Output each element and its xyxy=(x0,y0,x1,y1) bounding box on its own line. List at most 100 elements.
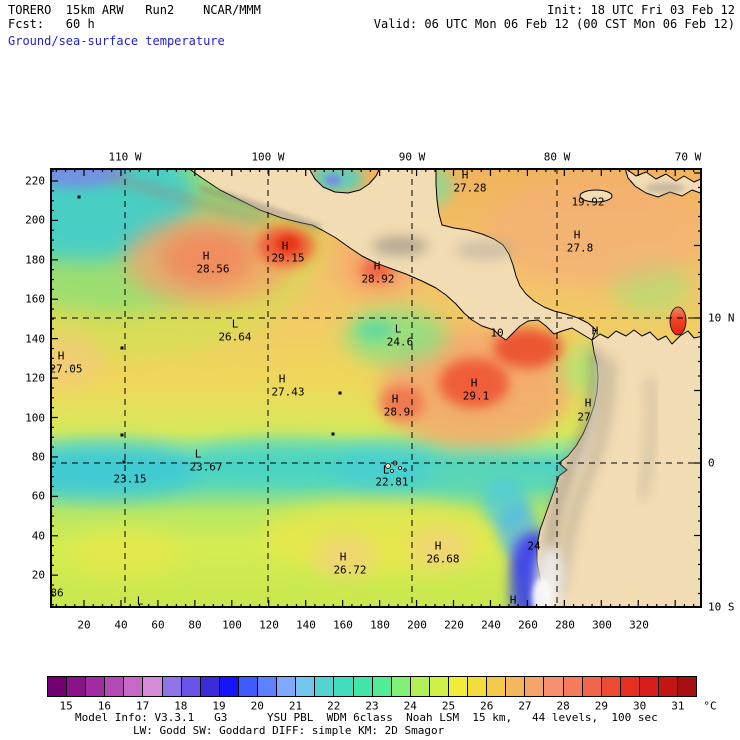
extremum-symbol: H xyxy=(278,372,286,386)
extremum-symbol: L xyxy=(231,317,239,331)
colorbar-tick-label: 29 xyxy=(594,699,609,713)
extremum-value: 28.92 xyxy=(361,272,395,286)
colorbar-tick-label: 19 xyxy=(212,699,226,713)
station-dot xyxy=(120,346,124,350)
extremum-value: 27.8 xyxy=(566,241,594,255)
colorbar-cell xyxy=(162,677,182,696)
bottom-axis-label: 80 xyxy=(188,618,202,632)
extremum-value: 27.28 xyxy=(453,181,487,195)
bottom-axis-label: 220 xyxy=(444,618,464,632)
extremum-symbol: L xyxy=(136,594,144,608)
colorbar-cell xyxy=(639,677,659,696)
right-axis-label: 10 N xyxy=(708,311,735,325)
extremum-value: 23.15 xyxy=(113,472,147,486)
map-border xyxy=(50,168,702,608)
colorbar-cell xyxy=(582,677,602,696)
colorbar-cell xyxy=(181,677,201,696)
colorbar-tick-label: 27 xyxy=(518,699,532,713)
extremum-symbol: H xyxy=(202,249,210,263)
colorbar-tick-label: 21 xyxy=(288,699,303,713)
colorbar-cell xyxy=(200,677,220,696)
colorbar-cell xyxy=(315,677,335,696)
colorbar-cell xyxy=(620,677,640,696)
colorbar-cell xyxy=(296,677,316,696)
bottom-axis-label: 240 xyxy=(481,618,501,632)
bottom-axis-label: 60 xyxy=(151,618,165,632)
colorbar-cell xyxy=(238,677,259,696)
extremum-symbol: H xyxy=(391,392,399,406)
extremum-value: 27.05 xyxy=(49,362,83,376)
colorbar-cell xyxy=(448,677,469,696)
extremum-symbol: H xyxy=(509,593,517,607)
colorbar-cell xyxy=(277,677,297,696)
colorbar-cell xyxy=(353,677,373,696)
extremum-symbol: H xyxy=(573,228,581,242)
forecast-hour: Fcst: 60 h xyxy=(8,17,95,31)
colorbar-tick-label: 28 xyxy=(556,699,570,713)
extremum-value: 28.56 xyxy=(196,262,230,276)
left-axis-label: 100 xyxy=(25,411,45,425)
colorbar-cell xyxy=(429,677,449,696)
bottom-axis-label: 20 xyxy=(77,618,91,632)
extremum-value: 19.92 xyxy=(571,195,605,209)
colorbar-cell xyxy=(258,677,278,696)
model-info-line1: Model Info: V3.3.1 G3 YSU PBL WDM 6class… xyxy=(75,711,658,724)
colorbar-cell xyxy=(468,677,488,696)
extremum-symbol: H xyxy=(470,376,478,390)
extremum-symbol: H xyxy=(434,539,442,553)
land-jamaica xyxy=(579,189,613,203)
extremum-value: 29.1 xyxy=(462,389,490,403)
extremum-value: 23.67 xyxy=(189,460,223,474)
grid-lines xyxy=(50,168,702,608)
colorbar-cell xyxy=(563,677,583,696)
station-dot xyxy=(331,432,335,436)
colorbar-cell xyxy=(105,677,125,696)
bottom-axis-label: 300 xyxy=(592,618,612,632)
extremum-value: 27.43 xyxy=(271,385,305,399)
bottom-axis-label: 40 xyxy=(114,618,128,632)
colorbar-cell xyxy=(67,677,87,696)
model-info-line2: LW: Godd SW: Goddard DIFF: simple KM: 2D… xyxy=(133,724,445,737)
land-galapagos xyxy=(385,460,407,473)
top-axis-label: 70 W xyxy=(674,150,702,164)
extremum-value: 24.6 xyxy=(386,335,414,349)
left-axis-label: 20 xyxy=(31,568,45,582)
colorbar-tick-label: 31 xyxy=(671,699,685,713)
colorbar-cell xyxy=(48,677,68,696)
colorbar-cell xyxy=(601,677,621,696)
left-axis-label: 120 xyxy=(25,371,45,385)
temperature-map xyxy=(50,168,702,608)
colorbar-tick-label: 25 xyxy=(441,699,456,713)
extremum-symbol: H xyxy=(339,550,347,564)
terrain-shading xyxy=(108,171,685,608)
extremum-symbol: L xyxy=(394,322,402,336)
field-title: Ground/sea-surface temperature xyxy=(8,34,225,48)
left-axis-label: 140 xyxy=(25,332,45,346)
extremum-value: 28.9 xyxy=(383,405,411,419)
extremum-value: 26.68 xyxy=(426,552,460,566)
right-axis-label: 10 S xyxy=(708,600,735,614)
colorbar-tick-label: 24 xyxy=(403,699,417,713)
colorbar-cell xyxy=(544,677,564,696)
extremum-value: 22.81 xyxy=(375,475,409,489)
extremum-symbol: H xyxy=(584,396,592,410)
bottom-axis-label: 180 xyxy=(370,618,390,632)
extremum-value: 26.64 xyxy=(218,330,252,344)
colorbar-cell xyxy=(659,677,679,696)
station-dot xyxy=(338,391,342,395)
colorbar-tick-label: 26 xyxy=(480,699,494,713)
bottom-axis-label: 320 xyxy=(629,618,649,632)
colorbar-tick-label: 15 xyxy=(59,699,73,713)
bottom-axis-label: 120 xyxy=(259,618,279,632)
extremum-symbol: H xyxy=(57,349,65,363)
colorbar-cell xyxy=(391,677,411,696)
station-dot xyxy=(122,460,126,464)
right-axis-label: 0 xyxy=(708,456,715,470)
colorbar-unit: °C xyxy=(703,699,717,713)
bottom-axis-label: 260 xyxy=(518,618,538,632)
extremum-value: 29.15 xyxy=(271,251,305,265)
extremum-symbol: H xyxy=(461,168,469,182)
left-axis-label: 80 xyxy=(31,450,45,464)
colorbar-tick-label: 22 xyxy=(327,699,341,713)
